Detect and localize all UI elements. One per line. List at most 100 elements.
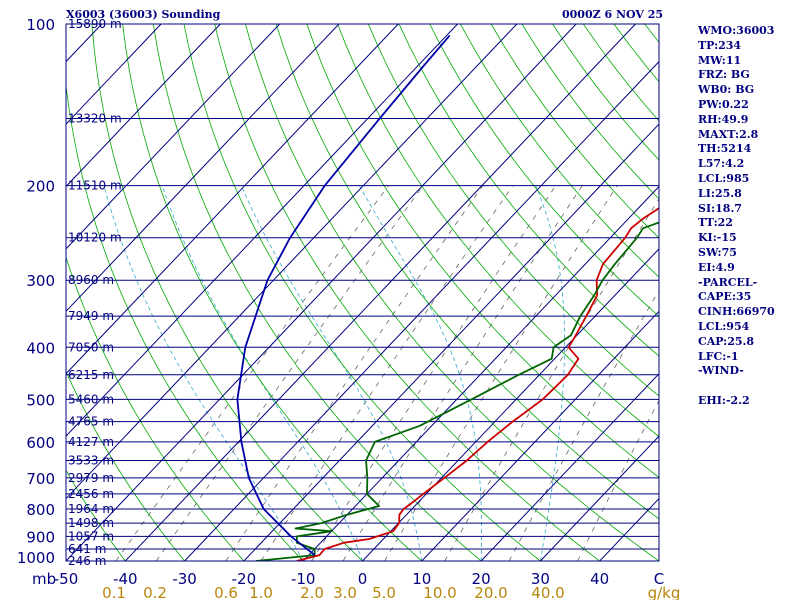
pressure-tick-label: 800 — [26, 501, 55, 519]
parcel-profile — [236, 34, 451, 556]
isobar-height-label: 7050 m — [68, 340, 114, 354]
pressure-tick-label: 1000 — [17, 549, 55, 567]
index-line: L57:4.2 — [698, 157, 745, 171]
index-line: LCL:985 — [698, 171, 750, 185]
index-line: LFC:-1 — [698, 349, 739, 363]
pressure-tick-label: 500 — [26, 391, 55, 409]
index-line: -WIND- — [698, 364, 744, 378]
pressure-tick-label: 400 — [26, 339, 55, 357]
isotherm-line — [302, 185, 659, 561]
index-line: CINH:66970 — [698, 305, 775, 319]
isotherm-line — [66, 24, 221, 188]
index-line: LI:25.8 — [698, 186, 742, 200]
isotherm-line — [66, 24, 340, 313]
isotherm-line — [540, 435, 659, 561]
mixing-ratio-label: 20.0 — [474, 584, 507, 600]
index-line: MW:11 — [698, 53, 742, 67]
temperature-tick-label: 20 — [472, 570, 491, 588]
isotherm-line — [66, 24, 399, 375]
index-line: -PARCEL- — [698, 275, 758, 289]
mixing-ratio-label: 0.1 — [102, 584, 126, 600]
isotherm-line — [480, 373, 659, 561]
index-line: SI:18.7 — [698, 201, 742, 215]
dewpoint-profile — [255, 221, 659, 561]
pressure-tick-label: 900 — [26, 528, 55, 546]
isobar-height-label: 4765 m — [68, 415, 114, 429]
index-line: EHI:-2.2 — [698, 393, 750, 407]
index-line — [698, 379, 798, 394]
index-line: PW:0.22 — [698, 97, 749, 111]
isobar-height-label: 1057 m — [68, 529, 114, 543]
isotherm-line — [66, 24, 577, 561]
index-line: WMO:36003 — [698, 24, 775, 37]
mixing-ratio-label: 10.0 — [423, 584, 456, 600]
temperature-tick-label: -50 — [54, 570, 79, 588]
isobar-height-label: 1964 m — [68, 502, 114, 516]
isobar-height-label: 1498 m — [68, 516, 114, 530]
mixing-ratio-line — [384, 185, 618, 561]
mixing-ratio-label: g/kg — [648, 584, 681, 600]
index-line: MAXT:2.8 — [698, 127, 759, 141]
temperature-tick-label: -20 — [232, 570, 257, 588]
pressure-tick-label: 200 — [26, 178, 55, 196]
pressure-tick-label: 700 — [26, 470, 55, 488]
isotherm-line — [66, 24, 458, 437]
mixing-ratio-label: 40.0 — [531, 584, 564, 600]
isotherm-line — [243, 123, 659, 561]
index-line: LCL:954 — [698, 319, 750, 333]
isobar-height-label: 10120 m — [68, 231, 122, 245]
isobar-height-label: 11510 m — [68, 179, 122, 193]
isobar-height-label: 2979 m — [68, 471, 114, 485]
temperature-tick-label: C — [654, 570, 664, 588]
temperature-tick-label: 10 — [412, 570, 431, 588]
isobar-height-label: 3533 m — [68, 454, 114, 468]
index-line: CAP:25.8 — [698, 334, 755, 348]
mixing-ratio-label: 1.0 — [249, 584, 273, 600]
pressure-tick-label: 300 — [26, 272, 55, 290]
index-line: TP:234 — [698, 38, 742, 52]
isobar-height-label: 4127 m — [68, 435, 114, 449]
isotherm-line — [66, 24, 162, 125]
temperature-tick-label: -10 — [291, 570, 316, 588]
plot-frame — [65, 23, 660, 562]
index-line: TH:5214 — [698, 142, 752, 156]
isotherm-line — [66, 24, 518, 500]
temperature-tick-label: 30 — [531, 570, 550, 588]
isobar-height-label: 5460 m — [68, 392, 114, 406]
isobar-height-label: 15890 m — [68, 17, 122, 31]
mixing-ratio-label: 2.0 — [300, 584, 324, 600]
index-line: SW:75 — [698, 245, 737, 259]
index-line: WB0: BG — [698, 83, 755, 97]
mixing-ratio-label: 0.6 — [214, 584, 238, 600]
index-line: FRZ: BG — [698, 68, 750, 82]
isobar-height-label: 641 m — [68, 542, 106, 556]
index-line: CAPE:35 — [698, 290, 752, 304]
plot-background — [66, 24, 659, 561]
isobar-height-label: 13320 m — [68, 112, 122, 126]
isobar-height-label: 6215 m — [68, 368, 114, 382]
isobar-height-label: 7949 m — [68, 309, 114, 323]
isobar-height-label: 2456 m — [68, 487, 114, 501]
isotherm-line — [184, 60, 659, 561]
index-line: KI:-15 — [698, 231, 737, 245]
temperature-tick-label: 40 — [590, 570, 609, 588]
stability-indices-panel: WMO:36003 TP:234 MW:11 FRZ: BG WB0: BG PW:0.2… — [698, 24, 798, 409]
pressure-tick-label: 600 — [26, 434, 55, 452]
temperature-tick-label: 0 — [358, 570, 368, 588]
index-line: EI:4.9 — [698, 260, 735, 274]
pressure-axis-label: mb — [32, 570, 56, 588]
chart-title: X6003 (36003) Sounding — [66, 8, 221, 21]
sounding-datetime: 0000Z 6 NOV 25 — [562, 8, 664, 21]
mixing-ratio-label: 3.0 — [333, 584, 357, 600]
pressure-tick-label: 100 — [26, 16, 55, 34]
isotherm-line — [124, 24, 636, 561]
mixing-ratio-label: 0.2 — [143, 584, 167, 600]
index-line: RH:49.9 — [698, 112, 749, 126]
temperature-tick-label: -40 — [113, 570, 138, 588]
isotherm-line — [362, 248, 659, 561]
isotherm-line — [421, 310, 659, 561]
isotherm-line — [66, 24, 281, 250]
isobar-height-label: 8960 m — [68, 273, 114, 287]
isobar-height-label: 246 m — [68, 554, 106, 568]
